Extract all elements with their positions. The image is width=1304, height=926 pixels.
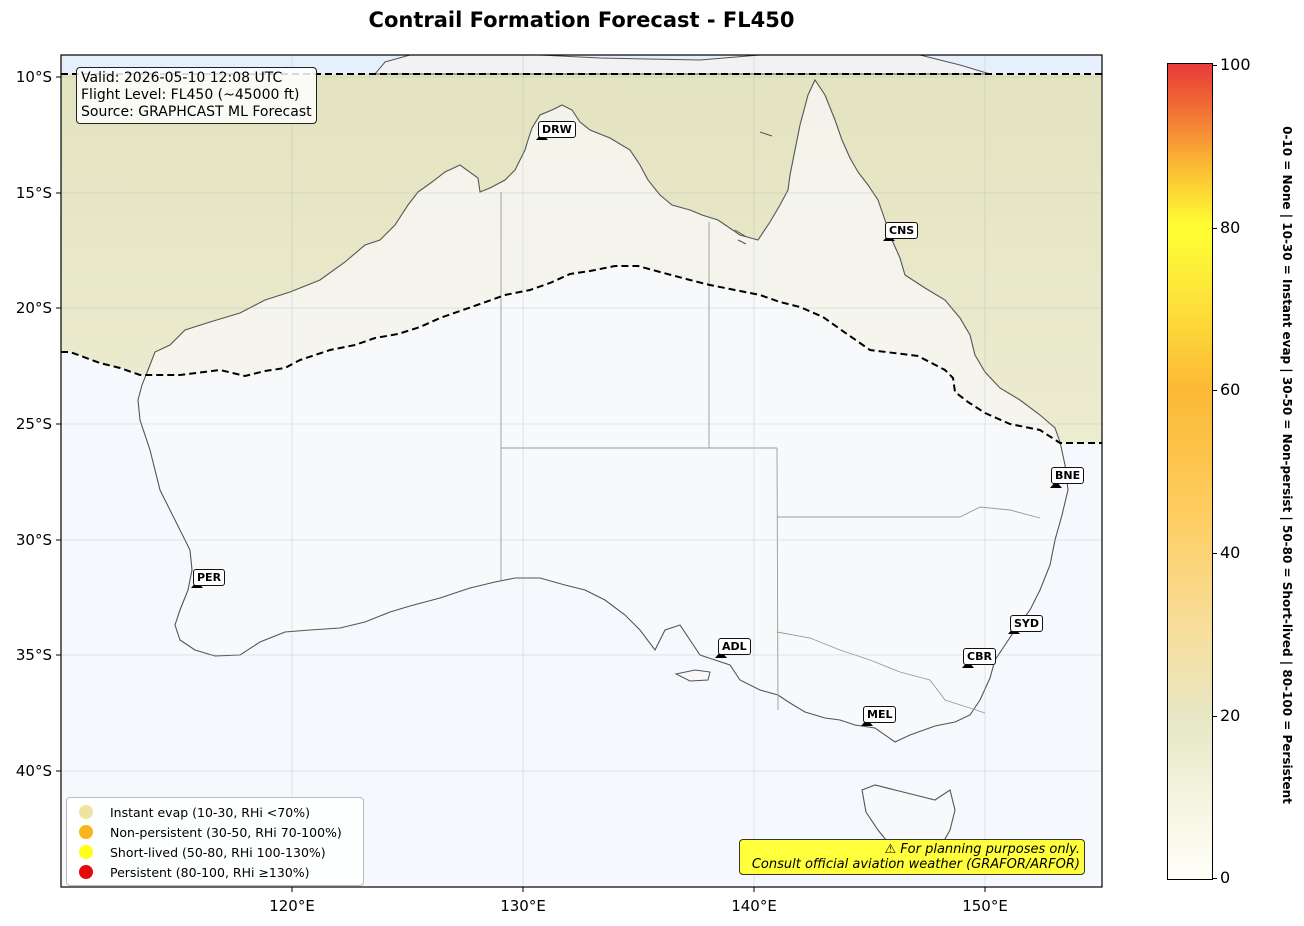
lat-label: 10°S: [16, 68, 52, 86]
lat-label: 40°S: [16, 762, 52, 780]
lon-tick-labels: 120°E 130°E 140°E 150°E: [269, 897, 1008, 915]
colorbar-tick-label: 20: [1220, 706, 1241, 725]
colorbar-tick-label: 0: [1220, 868, 1231, 887]
colorbar: [1167, 63, 1213, 880]
city-label-bne: BNE: [1051, 467, 1085, 484]
lat-label: 35°S: [16, 646, 52, 664]
png-coast: [373, 55, 991, 75]
kangaroo-island: [674, 669, 711, 682]
colorbar-tick: [1212, 65, 1217, 66]
lat-label: 15°S: [16, 184, 52, 202]
colorbar-tick: [1212, 716, 1217, 717]
city-label-cbr: CBR: [963, 648, 996, 665]
lon-label: 150°E: [962, 897, 1008, 915]
cape-york-islands: [734, 131, 773, 245]
valid-time: Valid: 2026-05-10 12:08 UTC: [81, 70, 283, 86]
tasmania: [861, 784, 956, 856]
disclaimer-line-2: Consult official aviation weather (GRAFO…: [751, 857, 1080, 872]
colorbar-tick: [1212, 553, 1217, 554]
city-label-cns: CNS: [885, 222, 919, 239]
chart-title: Contrail Formation Forecast - FL450: [368, 8, 795, 32]
city-label-mel: MEL: [863, 706, 897, 723]
legend-label: Persistent (80-100, RHi ≥130%): [110, 864, 310, 880]
lat-label: 25°S: [16, 415, 52, 433]
australia-mainland: [137, 78, 1069, 743]
lat-label: 20°S: [16, 299, 52, 317]
legend-swatch: [79, 845, 93, 859]
legend-label: Short-lived (50-80, RHi 100-130%): [110, 844, 326, 860]
colorbar-tick-label: 40: [1220, 543, 1241, 562]
disclaimer-box: ⚠ For planning purposes only. Consult of…: [739, 839, 1085, 875]
legend-item: Instant evap (10-30, RHi <70%): [67, 802, 363, 822]
colorbar-tick: [1212, 390, 1217, 391]
graticule: [61, 55, 1102, 887]
axis-ticks: [56, 76, 986, 892]
colorbar-label: 0-10 = None | 10-30 = Instant evap | 30-…: [1280, 126, 1294, 804]
legend-swatch: [79, 865, 93, 879]
legend-item: Short-lived (50-80, RHi 100-130%): [67, 842, 363, 862]
legend-swatch: [79, 805, 93, 819]
colorbar-tick: [1212, 228, 1217, 229]
city-label-syd: SYD: [1010, 615, 1044, 632]
colorbar-tick: [1212, 878, 1217, 879]
legend: Instant evap (10-30, RHi <70%) Non-persi…: [66, 797, 364, 886]
map-frame: [60, 54, 1103, 888]
lat-tick-labels: 10°S 15°S 20°S 25°S 30°S 35°S 40°S: [16, 68, 52, 780]
lat-label: 30°S: [16, 531, 52, 549]
legend-item: Persistent (80-100, RHi ≥130%): [67, 862, 363, 882]
colorbar-tick-label: 60: [1220, 380, 1241, 399]
city-label-per: PER: [193, 569, 226, 586]
legend-label: Non-persistent (30-50, RHi 70-100%): [110, 824, 342, 840]
colorbar-tick-label: 80: [1220, 218, 1241, 237]
colorbar-tick-label: 100: [1220, 55, 1251, 74]
forecast-info-box: Valid: 2026-05-10 12:08 UTC Flight Level…: [76, 67, 317, 124]
flight-level: Flight Level: FL450 (~45000 ft): [81, 87, 300, 103]
bne-marker: [1050, 481, 1062, 488]
disclaimer-line-1: ⚠ For planning purposes only.: [884, 842, 1081, 857]
legend-swatch: [79, 825, 93, 839]
lower-boundary-line: [61, 265, 1102, 444]
state-borders: [500, 192, 1041, 714]
data-source: Source: GRAPHCAST ML Forecast: [81, 104, 312, 120]
legend-item: Non-persistent (30-50, RHi 70-100%): [67, 822, 363, 842]
lon-label: 120°E: [269, 897, 315, 915]
city-label-drw: DRW: [538, 121, 576, 138]
city-label-adl: ADL: [718, 638, 751, 655]
lon-label: 130°E: [500, 897, 546, 915]
lon-label: 140°E: [731, 897, 777, 915]
legend-label: Instant evap (10-30, RHi <70%): [110, 804, 310, 820]
